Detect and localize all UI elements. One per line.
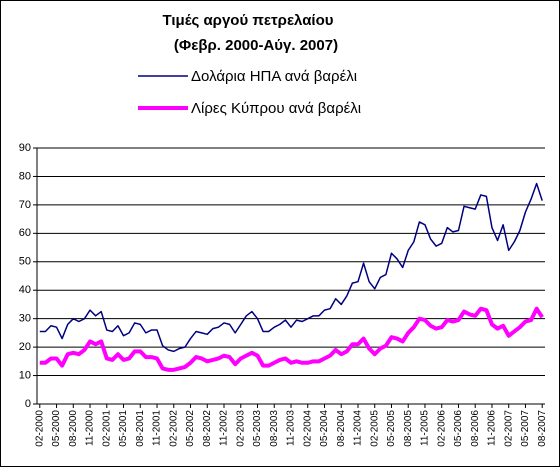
legend-label: Λίρες Κύπρου ανά βαρέλι — [191, 100, 361, 117]
y-tick-label: 80 — [19, 170, 31, 182]
x-tick-label: 08-2001 — [135, 410, 146, 447]
x-tick-label: 11-2006 — [487, 410, 498, 446]
x-tick-label: 08-2003 — [269, 410, 280, 447]
y-tick-label: 40 — [19, 284, 31, 296]
y-tick-label: 50 — [19, 256, 31, 268]
x-tick-label: 08-2006 — [470, 410, 481, 447]
y-tick-label: 60 — [19, 227, 31, 239]
y-tick-label: 10 — [19, 369, 31, 381]
x-tick-label: 08-2004 — [336, 410, 347, 447]
y-tick-label: 20 — [19, 341, 31, 353]
x-tick-label: 08-2005 — [403, 410, 414, 447]
y-tick-label: 0 — [25, 398, 31, 410]
series-line — [39, 182, 543, 353]
x-tick-label: 05-2000 — [51, 410, 62, 447]
x-tick-label: 08-2000 — [68, 410, 79, 447]
x-tick-label: 02-2001 — [101, 410, 112, 447]
x-tick-label: 05-2002 — [185, 410, 196, 447]
y-tick-label: 90 — [19, 142, 31, 154]
x-tick-label: 02-2002 — [168, 410, 179, 447]
x-tick-label: 11-2001 — [152, 410, 163, 446]
x-tick-label: 05-2004 — [319, 410, 330, 447]
x-tick-label: 02-2000 — [34, 410, 45, 447]
x-tick-label: 08-2007 — [537, 410, 548, 447]
x-tick-label: 02-2007 — [503, 410, 514, 447]
x-tick-label: 05-2007 — [520, 410, 531, 447]
x-tick-label: 02-2004 — [302, 410, 313, 447]
y-tick-label: 70 — [19, 199, 31, 211]
legend-label: Δολάρια ΗΠΑ ανά βαρέλι — [191, 68, 357, 85]
x-tick-label: 11-2004 — [353, 410, 364, 446]
x-tick-label: 11-2002 — [219, 410, 230, 446]
chart-title: Τιμές αργού πετρελαίου — [162, 12, 333, 29]
x-tick-label: 05-2001 — [118, 410, 129, 447]
series-line — [39, 306, 544, 372]
x-tick-label: 08-2002 — [202, 410, 213, 447]
x-tick-label: 05-2003 — [252, 410, 263, 447]
x-tick-label: 02-2003 — [235, 410, 246, 447]
x-tick-label: 05-2005 — [386, 410, 397, 447]
x-tick-label: 02-2005 — [369, 410, 380, 447]
y-tick-label: 30 — [19, 313, 31, 325]
chart-subtitle: (Φεβρ. 2000-Αύγ. 2007) — [174, 37, 338, 54]
x-tick-label: 11-2005 — [420, 410, 431, 446]
x-tick-label: 05-2006 — [453, 410, 464, 447]
x-tick-label: 11-2003 — [286, 410, 297, 446]
x-tick-label: 11-2000 — [85, 410, 96, 446]
x-tick-label: 02-2006 — [436, 410, 447, 447]
